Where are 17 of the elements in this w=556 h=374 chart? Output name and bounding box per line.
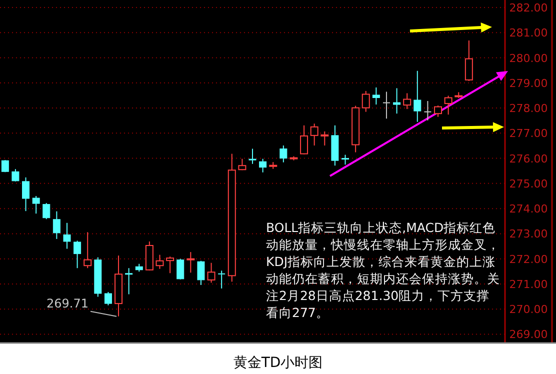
y-tick-label: 275.00: [509, 177, 548, 190]
text: 黄金TD小时图: [233, 355, 323, 371]
y-tick-label: 273.00: [509, 228, 548, 241]
y-tick-label: 278.00: [509, 102, 548, 116]
y-tick-label: 277.00: [509, 127, 548, 140]
y-tick-label: 271.00: [509, 278, 548, 291]
y-tick-label: 269.00: [509, 328, 548, 342]
y-tick-label: 280.00: [509, 52, 548, 65]
y-tick-label: 281.00: [509, 26, 548, 40]
y-tick-label: 279.00: [509, 76, 548, 90]
y-tick-label: 274.00: [509, 202, 548, 216]
y-tick-label: 276.00: [509, 152, 548, 166]
y-tick-label: 270.00: [509, 303, 548, 316]
annotation: 269.71: [46, 296, 89, 310]
note: BOLL指标三轨向上状态,MACD指标红色动能放量，快慢线在零轴上方形成金叉，KDJ指标向上发散，综合来看黄金的上涨动能仍在蓄积，短期内还会保持涨势。关注2月28日高点281.30阻力，下方支撑看向277。: [266, 220, 500, 320]
y-tick-label: 272.00: [509, 252, 548, 266]
y-tick-label: 282.00: [509, 2, 548, 15]
